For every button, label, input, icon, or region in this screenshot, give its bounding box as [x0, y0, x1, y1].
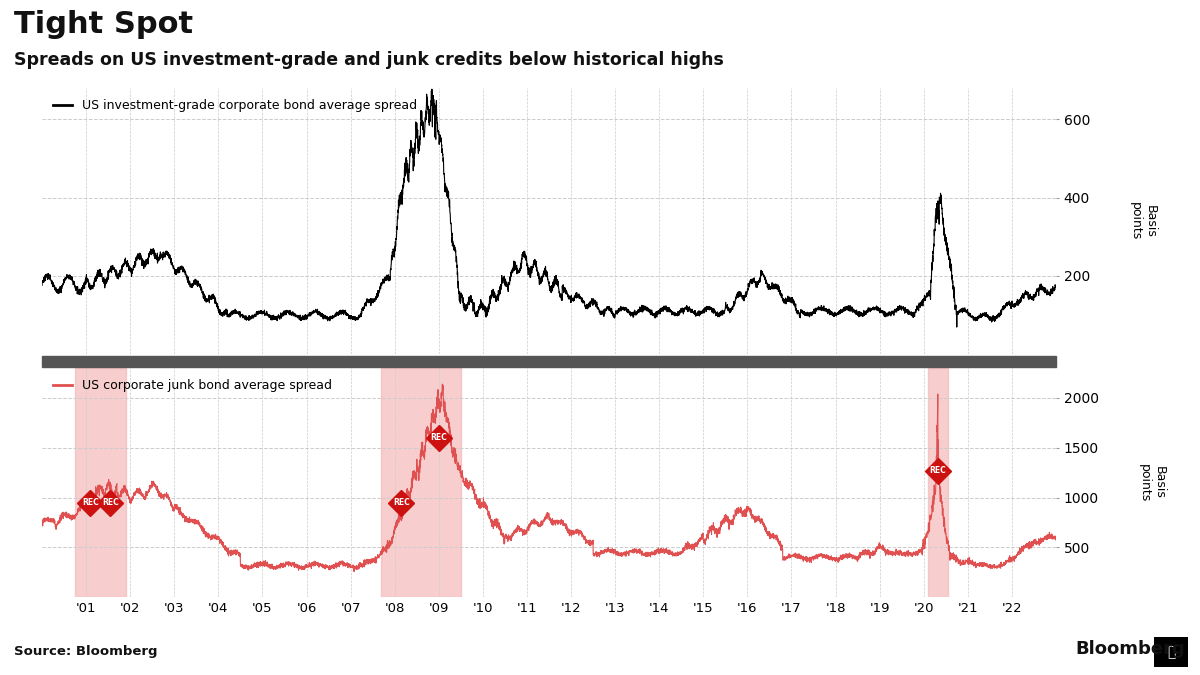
Text: Ⓑ: Ⓑ — [1168, 645, 1175, 659]
Bar — [76, 368, 126, 597]
Text: REC: REC — [82, 498, 98, 507]
Text: REC: REC — [431, 433, 448, 442]
Legend: US corporate junk bond average spread: US corporate junk bond average spread — [48, 374, 337, 397]
Text: REC: REC — [930, 466, 947, 475]
Y-axis label: Basis
points: Basis points — [1138, 464, 1165, 502]
Y-axis label: Basis
points: Basis points — [1129, 202, 1157, 240]
Text: Spreads on US investment-grade and junk credits below historical highs: Spreads on US investment-grade and junk … — [14, 51, 725, 69]
Text: Source: Bloomberg: Source: Bloomberg — [14, 645, 158, 658]
Bar — [382, 368, 461, 597]
Text: REC: REC — [392, 498, 409, 507]
Bar — [928, 368, 948, 597]
Legend: US investment-grade corporate bond average spread: US investment-grade corporate bond avera… — [48, 94, 422, 117]
Text: REC: REC — [102, 498, 119, 507]
Text: Bloomberg: Bloomberg — [1076, 640, 1186, 658]
Text: Tight Spot: Tight Spot — [14, 10, 193, 39]
